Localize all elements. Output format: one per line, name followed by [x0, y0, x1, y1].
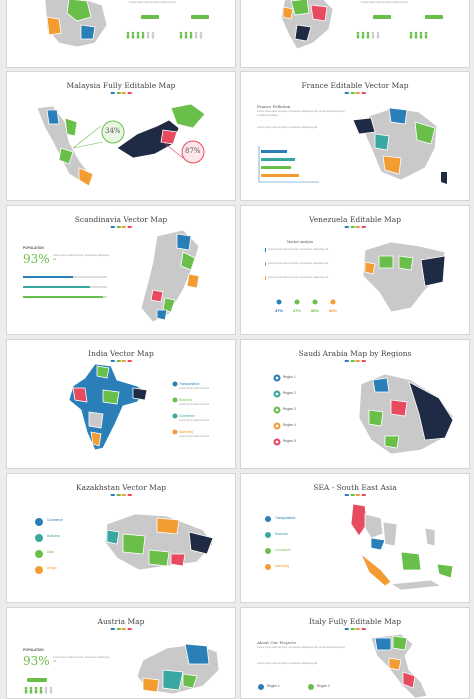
- progress-bar: [23, 296, 107, 298]
- slide-title: Scandinavia Vector Map: [74, 215, 168, 224]
- legend-item: Data: [47, 550, 54, 554]
- region-label: Region 3: [283, 407, 296, 411]
- region-pins: [258, 684, 314, 690]
- legend-icons: [265, 516, 271, 570]
- legend-item: Transportation: [179, 382, 200, 386]
- legend-item: Commerce: [275, 548, 291, 552]
- slide-france[interactable]: · · · · · France Editable Vector Map Fra…: [240, 71, 470, 201]
- austria-map: [136, 643, 220, 695]
- stat-value: 86%: [329, 308, 338, 313]
- stat-value: 47%: [293, 308, 302, 313]
- population-value: 93%: [23, 252, 50, 266]
- region-label: Region 1: [283, 375, 296, 379]
- saudi-map: [358, 373, 454, 455]
- sea-map: [350, 503, 454, 591]
- slide-title: France Editable Vector Map: [301, 81, 409, 90]
- legend-item: Transportation: [275, 516, 296, 520]
- region-label: Region 4: [283, 423, 296, 427]
- italy-subtitle: About Our Projects: [257, 640, 296, 645]
- region-label: Region 2: [283, 391, 296, 395]
- population-label: POPULATION: [23, 246, 44, 250]
- slide-austria[interactable]: · · · · · Austria Map POPULATION 93% Lor…: [6, 607, 236, 699]
- region-label: Region 2: [317, 684, 330, 688]
- slide-sea[interactable]: · · · · · SEA - South East Asia Transpor…: [240, 473, 470, 603]
- venezuela-map: [362, 241, 446, 313]
- map-graphic: [44, 0, 108, 48]
- malaysia-map: [36, 103, 206, 187]
- malaysia-pct-b: 87%: [185, 147, 201, 155]
- progress-bar: [23, 276, 107, 278]
- progress-bar: [23, 286, 107, 288]
- slide-top-left[interactable]: Lorem ipsum dolor sit amet, adipiscing e…: [6, 0, 236, 68]
- italy-map: [370, 633, 428, 698]
- people-icons-row: [356, 31, 428, 39]
- malaysia-pct-a: 34%: [105, 127, 121, 135]
- france-bars: [258, 146, 319, 183]
- slide-title: Malaysia Fully Editable Map: [66, 81, 176, 90]
- legend-item: Commerce: [47, 518, 63, 522]
- slide-malaysia[interactable]: · · · · · Malaysia Fully Editable Map 34…: [6, 71, 236, 201]
- slide-venezuela[interactable]: · · · · · Venezuela Editable Map Market …: [240, 205, 470, 335]
- india-map: [68, 363, 178, 451]
- slide-title: Venezuela Editable Map: [308, 215, 402, 224]
- region-label: Region 1: [267, 684, 280, 688]
- venezuela-subtitle: Market Analysis: [287, 240, 314, 244]
- region-pins: [273, 374, 281, 446]
- legend-item: Business: [275, 532, 288, 536]
- france-map: [352, 107, 447, 184]
- slide-saudi[interactable]: · · · · · Saudi Arabia Map by Regions Re…: [240, 339, 470, 469]
- map-graphic: [280, 0, 334, 50]
- stat-value: 86%: [311, 308, 320, 313]
- slide-title: India Vector Map: [88, 349, 154, 358]
- stat-value: 37%: [275, 308, 284, 313]
- scandinavia-map: [140, 229, 200, 323]
- legend-item: Marketing: [179, 430, 193, 434]
- population-value: 93%: [23, 654, 50, 668]
- stat-icons: [276, 299, 336, 305]
- region-label: Region 5: [283, 439, 296, 443]
- legend-icons: [35, 518, 43, 574]
- slide-title: Saudi Arabia Map by Regions: [298, 349, 412, 358]
- legend-item: Business: [179, 398, 192, 402]
- slide-title: Austria Map: [97, 617, 145, 626]
- legend-item: Design: [47, 566, 57, 570]
- france-subtitle: France Pollution: [257, 104, 291, 109]
- legend-item: Marketing: [275, 564, 289, 568]
- slide-scandinavia[interactable]: · · · · · Scandinavia Vector Map POPULAT…: [6, 205, 236, 335]
- slide-title: SEA - South East Asia: [313, 483, 397, 492]
- people-icons-row: [126, 31, 203, 39]
- slide-india[interactable]: · · · · · India Vector Map Transportatio…: [6, 339, 236, 469]
- kazakhstan-map: [104, 513, 214, 571]
- population-label: POPULATION: [23, 648, 44, 652]
- slide-title: Kazakhstan Vector Map: [75, 483, 167, 492]
- slide-title: Italy Fully Editable Map: [308, 617, 402, 626]
- slide-top-right[interactable]: Lorem ipsum dolor sit amet, adipiscing e…: [240, 0, 470, 68]
- legend-item: Business: [47, 534, 60, 538]
- slide-kazakhstan[interactable]: · · · · · Kazakhstan Vector Map Commerce…: [6, 473, 236, 603]
- legend-item: Commerce: [179, 414, 195, 418]
- slide-italy[interactable]: · · · · · Italy Fully Editable Map About…: [240, 607, 470, 699]
